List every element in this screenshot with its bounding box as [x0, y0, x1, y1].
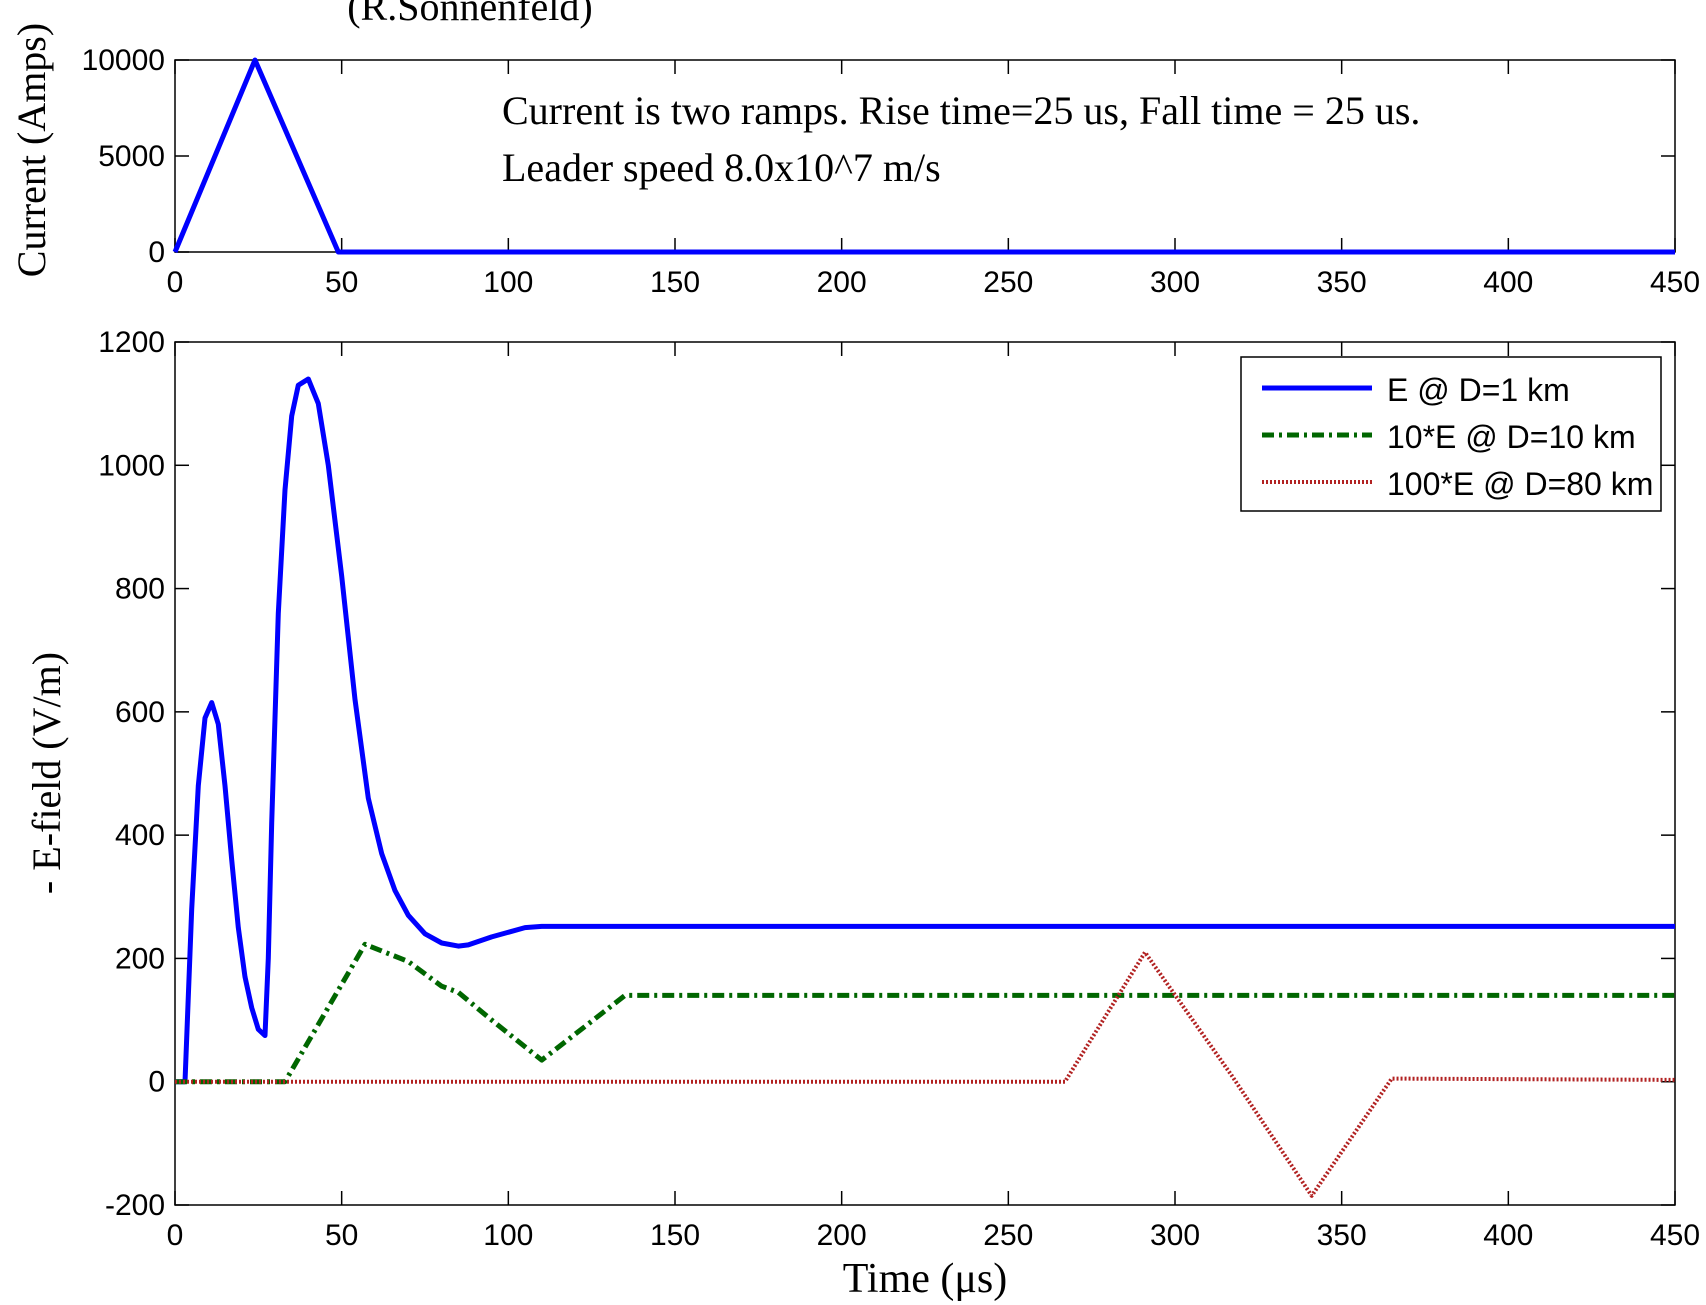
current-y-tick-label: 0 [148, 236, 165, 269]
efield-y-tick-label: 200 [115, 942, 165, 975]
efield-y-tick-label: 1000 [98, 449, 165, 482]
current-y-tick-label: 10000 [82, 44, 165, 77]
efield-y-tick-label: 0 [148, 1066, 165, 1099]
current-x-tick-label: 150 [650, 266, 700, 299]
efield-x-tick-label: 100 [483, 1219, 533, 1252]
current-x-tick-label: 250 [983, 266, 1033, 299]
efield-y-tick-label: 600 [115, 696, 165, 729]
efield-y-tick-label: 400 [115, 819, 165, 852]
current-x-tick-label: 400 [1483, 266, 1533, 299]
current-x-ticks: 0 50 100 150 200 250 300 350 400 450 [167, 60, 1700, 299]
legend-label-e-1km: E @ D=1 km [1387, 372, 1570, 408]
current-x-tick-label: 450 [1650, 266, 1700, 299]
current-annotation-line-2: Leader speed 8.0x10^7 m/s [502, 145, 941, 190]
current-x-tick-label: 200 [817, 266, 867, 299]
efield-x-tick-label: 200 [817, 1219, 867, 1252]
efield-x-ticks: 0 50 100 150 200 250 300 350 400 450 [167, 342, 1700, 1252]
current-ylabel: Current (Amps) [9, 23, 54, 277]
efield-series [175, 376, 1676, 1198]
current-x-tick-label: 300 [1150, 266, 1200, 299]
efield-series-line-2 [175, 950, 1676, 1198]
current-series [172, 57, 1675, 255]
current-x-tick-label: 50 [325, 266, 358, 299]
efield-y-tick-label: -200 [105, 1189, 165, 1222]
efield-series-line-0 [175, 376, 1675, 1085]
legend: E @ D=1 km 10*E @ D=10 km 100*E @ D=80 k… [1240, 356, 1662, 512]
current-x-tick-label: 100 [483, 266, 533, 299]
efield-x-tick-label: 400 [1483, 1219, 1533, 1252]
efield-x-tick-label: 50 [325, 1219, 358, 1252]
efield-y-tick-label: 800 [115, 573, 165, 606]
efield-plot-area [174, 341, 1676, 1206]
efield-x-tick-label: 350 [1317, 1219, 1367, 1252]
efield-panel: 0 50 100 150 200 250 300 350 400 450 -20002004006… [24, 326, 1700, 1302]
efield-x-tick-label: 250 [983, 1219, 1033, 1252]
current-x-tick-label: 0 [167, 266, 184, 299]
current-x-tick-label: 350 [1317, 266, 1367, 299]
legend-label-e-80km: 100*E @ D=80 km [1387, 466, 1653, 502]
legend-box [1240, 356, 1662, 512]
current-series-line-0 [172, 57, 1675, 255]
efield-series-line-1 [175, 941, 1675, 1085]
efield-y-ticks: -200 0 200 400 600 800 1000 1200 [98, 326, 1675, 1222]
efield-x-tick-label: 300 [1150, 1219, 1200, 1252]
efield-ylabel: - E-field (V/m) [24, 652, 69, 894]
efield-x-tick-label: 150 [650, 1219, 700, 1252]
efield-x-tick-label: 0 [167, 1219, 184, 1252]
efield-y-tick-label: 1200 [98, 326, 165, 359]
current-y-ticks: 0 5000 10000 [82, 44, 1675, 269]
current-panel: 0 50 100 150 200 250 300 350 400 450 0 5000 10000 C… [9, 23, 1700, 299]
efield-x-tick-label: 450 [1650, 1219, 1700, 1252]
efield-xlabel: Time (μs) [843, 1256, 1008, 1302]
current-annotation-line-1: Current is two ramps. Rise time=25 us, F… [502, 88, 1420, 133]
legend-label-e-10km: 10*E @ D=10 km [1387, 419, 1636, 455]
current-y-tick-label: 5000 [98, 140, 165, 173]
header-fragment: (R.Sonnenfeld) [347, 0, 593, 29]
